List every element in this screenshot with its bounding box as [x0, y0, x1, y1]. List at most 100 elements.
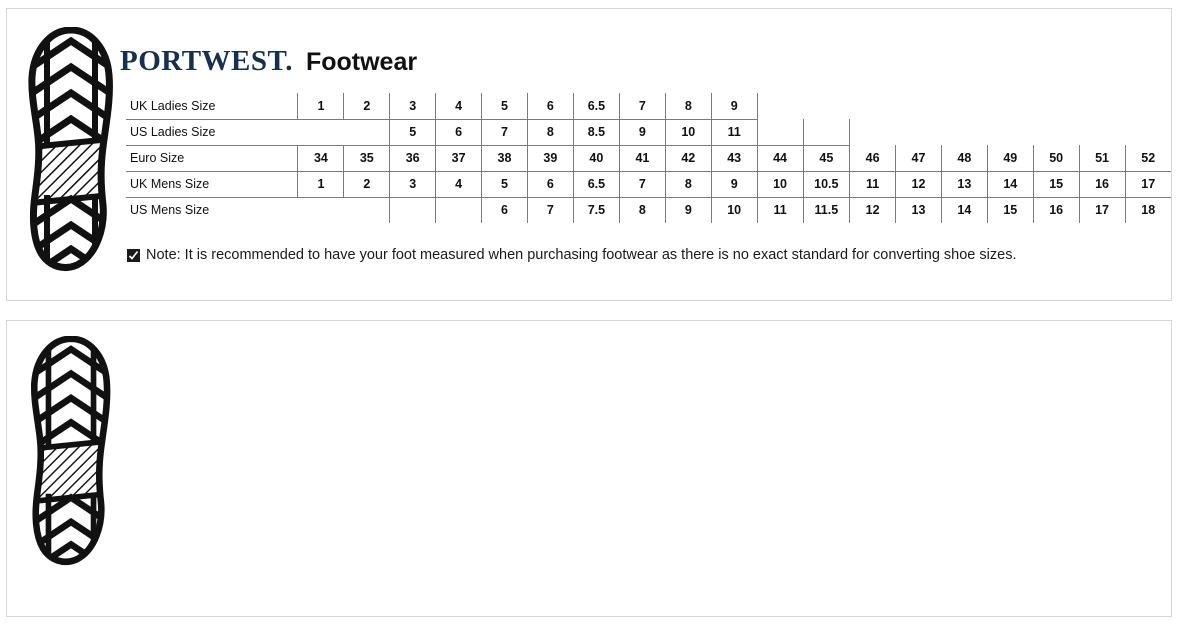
portwest-footwear-label: Footwear	[305, 48, 418, 76]
cell: 4	[435, 171, 482, 198]
cell: 3	[389, 93, 436, 120]
cell: 6	[481, 197, 528, 223]
cell	[343, 119, 390, 146]
cell: 17	[1078, 197, 1125, 223]
cell	[987, 93, 1033, 119]
row-label: UK Mens Size	[126, 171, 298, 198]
cell	[987, 119, 1033, 145]
cell: 10	[756, 171, 804, 198]
cell: 11	[710, 119, 758, 146]
table-row: UK Ladies Size 1 2 3 4 5 6 6.5 7 8 9	[126, 93, 1171, 120]
cell: 10	[710, 197, 758, 223]
cell	[896, 93, 942, 119]
cell: 34	[297, 145, 344, 172]
cell: 7	[618, 93, 666, 120]
cell: 4	[435, 93, 482, 120]
cell	[344, 197, 390, 223]
cell: 16	[1078, 171, 1125, 198]
shoe-sole-tread-icon	[27, 335, 115, 571]
cell	[803, 93, 850, 119]
portwest-size-table: UK Ladies Size 1 2 3 4 5 6 6.5 7 8 9	[126, 93, 1171, 223]
cell: 6.5	[572, 93, 620, 120]
cell: 46	[849, 145, 896, 172]
cell	[1079, 119, 1125, 145]
cell	[1125, 93, 1171, 119]
cell: 5	[481, 93, 528, 120]
cell: 11.5	[802, 197, 850, 223]
cell: 38	[481, 145, 528, 172]
cell: 15	[986, 197, 1034, 223]
cell: 42	[664, 145, 712, 172]
table-row: Euro Size 34 35 36 37 38 39 40 41 42 43 …	[126, 145, 1171, 172]
cell: 7.5	[572, 197, 620, 223]
cell: 52	[1124, 145, 1171, 172]
cell: 12	[895, 171, 942, 198]
cell	[850, 93, 896, 119]
cell: 15	[1032, 171, 1080, 198]
row-label: Euro Size	[126, 145, 298, 172]
note-checkbox-icon	[127, 249, 140, 263]
cell	[435, 197, 482, 223]
cell: 48	[940, 145, 988, 172]
cell: 9	[618, 119, 666, 146]
cell: 50	[1032, 145, 1080, 172]
cell	[941, 93, 987, 119]
cell: 1	[297, 171, 344, 198]
cell: 8.5	[572, 119, 620, 146]
cell: 13	[895, 197, 942, 223]
cell: 6	[435, 119, 482, 146]
cell	[1033, 119, 1079, 145]
cell: 9	[710, 171, 758, 198]
cell: 8	[664, 171, 712, 198]
cell: 39	[526, 145, 574, 172]
cell: 45	[802, 145, 850, 172]
portwest-logo-text: PORTWEST.	[120, 45, 293, 77]
cell: 7	[618, 171, 666, 198]
cell: 10	[664, 119, 712, 146]
cell: 1	[297, 93, 344, 120]
cell: 47	[895, 145, 942, 172]
cell	[389, 197, 436, 223]
table-row: UK Mens Size 1 2 3 4 5 6 6.5 7 8 9 10 10…	[126, 171, 1171, 198]
cell: 18	[1124, 197, 1171, 223]
row-label: US Ladies Size	[126, 119, 298, 146]
cell: 9	[664, 197, 712, 223]
cell: 14	[940, 197, 988, 223]
cell	[297, 119, 344, 146]
cell	[1033, 93, 1079, 119]
cell: 11	[756, 197, 804, 223]
cell: 12	[849, 197, 896, 223]
cell: 36	[389, 145, 436, 172]
table-row: US Mens Size 6 7 7.5 8 9 10 11 11.5 12 1…	[126, 197, 1171, 223]
cell: 8	[664, 93, 712, 120]
cell: 37	[435, 145, 482, 172]
cell: 41	[618, 145, 666, 172]
cell: 8	[526, 119, 574, 146]
portwest-note: Note: It is recommended to have your foo…	[127, 247, 1016, 264]
cell: 40	[572, 145, 620, 172]
cell: 7	[526, 197, 574, 223]
cell	[1125, 119, 1171, 145]
row-label: UK Ladies Size	[126, 93, 298, 120]
cell: 17	[1124, 171, 1171, 198]
cell: 16	[1032, 197, 1080, 223]
table-row: US Ladies Size 5 6 7 8 8.5 9 10 11	[126, 119, 1171, 146]
cell	[896, 119, 942, 145]
cell	[1079, 93, 1125, 119]
cell	[802, 119, 851, 146]
cell: 6	[526, 93, 574, 120]
cell	[941, 119, 987, 145]
cell: 51	[1078, 145, 1125, 172]
cell	[757, 93, 803, 119]
cell: 10.5	[802, 171, 850, 198]
cell: 7	[481, 119, 528, 146]
portwest-brand-header: PORTWEST. Footwear	[120, 47, 417, 76]
cell: 14	[986, 171, 1034, 198]
cell: 9	[710, 93, 758, 120]
cell: 11	[849, 171, 896, 198]
shoe-sole-tread-icon	[27, 26, 115, 277]
cell: 6	[526, 171, 574, 198]
base-size-chart-panel: feel the comfort Footwear FOOT LENGTH CM…	[6, 320, 1172, 617]
cell: 2	[343, 93, 390, 120]
